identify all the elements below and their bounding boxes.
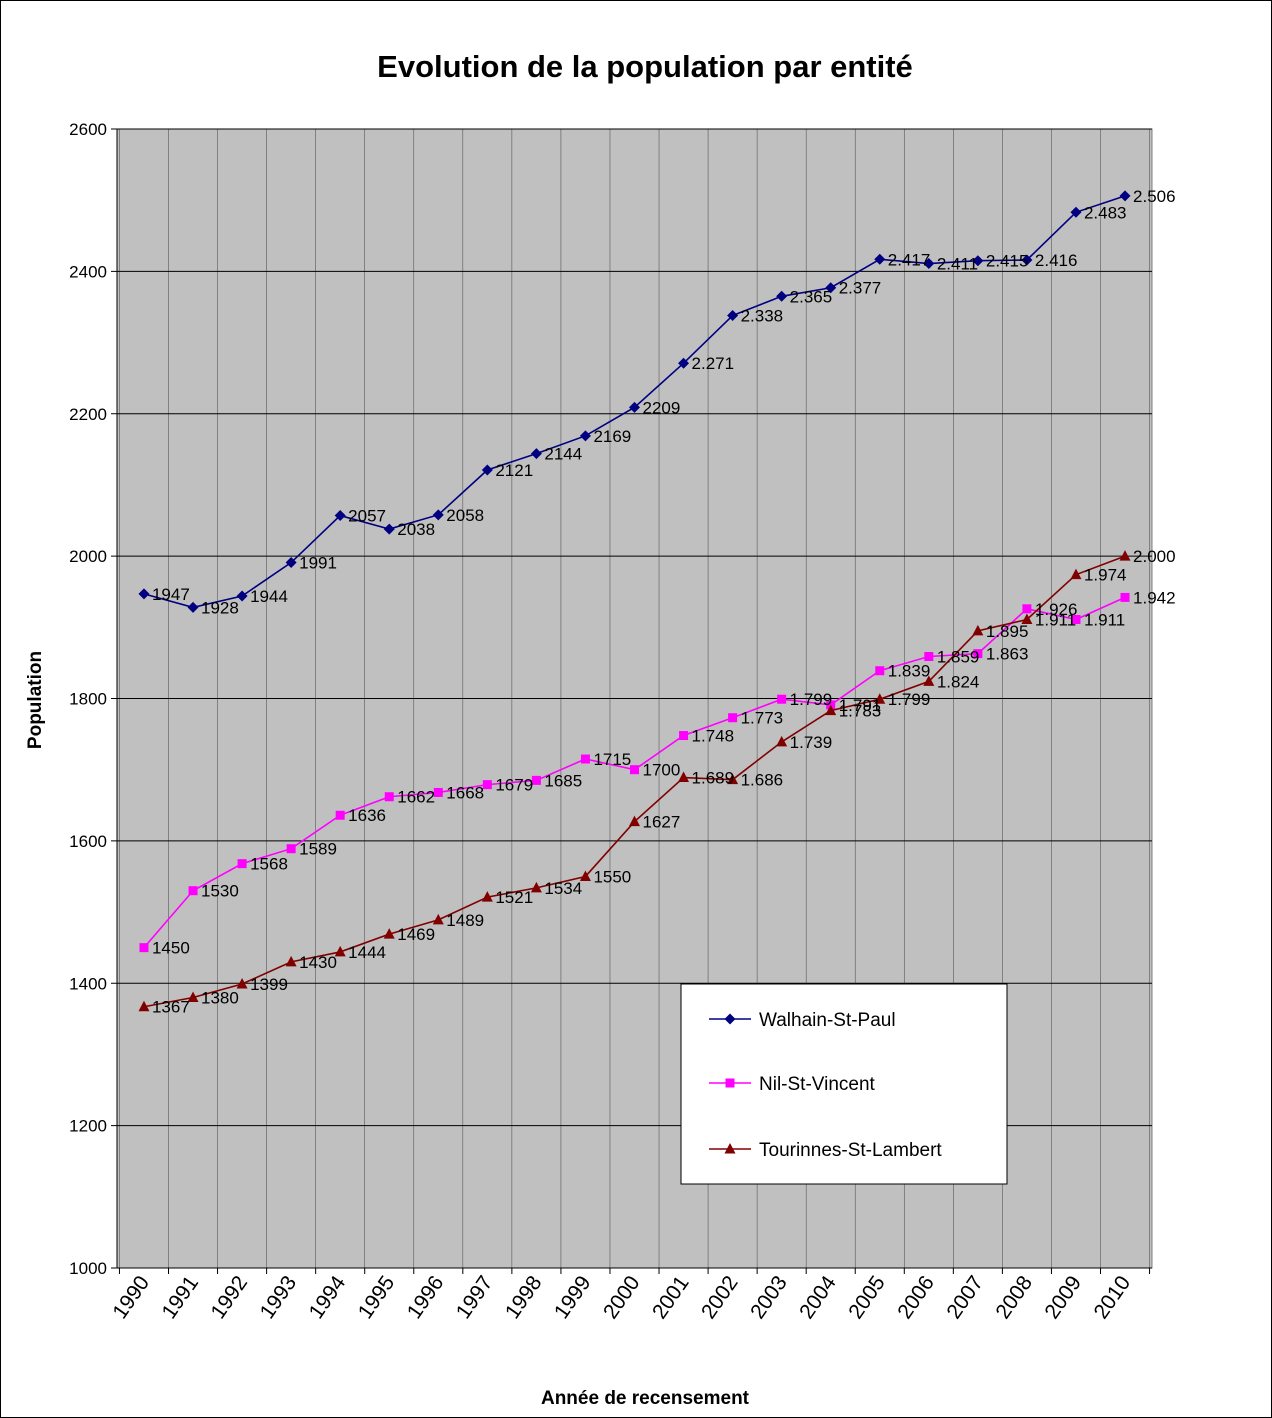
data-label-tourinnes-st-lambert: 1.911 [1035,610,1076,629]
data-label-nil-st-vincent: 1.942 [1133,588,1176,607]
data-label-nil-st-vincent: 1668 [446,783,484,802]
data-label-walhain-st-paul: 2.271 [692,354,735,373]
data-label-tourinnes-st-lambert: 1534 [544,879,582,898]
data-label-tourinnes-st-lambert: 1550 [593,867,631,886]
data-point-nil-st-vincent [679,731,688,740]
data-label-nil-st-vincent: 1.863 [986,645,1029,664]
data-label-nil-st-vincent: 1.839 [888,662,931,681]
data-label-tourinnes-st-lambert: 1380 [201,988,239,1007]
data-point-nil-st-vincent [1022,604,1031,613]
data-label-walhain-st-paul: 1947 [152,585,190,604]
data-label-tourinnes-st-lambert: 1521 [495,888,533,907]
data-label-nil-st-vincent: 1700 [643,761,681,780]
data-label-walhain-st-paul: 2.377 [839,279,882,298]
data-label-nil-st-vincent: 1662 [397,788,435,807]
data-label-tourinnes-st-lambert: 1469 [397,925,435,944]
data-label-tourinnes-st-lambert: 1399 [250,975,288,994]
data-point-nil-st-vincent [139,943,148,952]
data-label-nil-st-vincent: 1.748 [692,727,735,746]
data-label-nil-st-vincent: 1715 [593,750,631,769]
data-label-nil-st-vincent: 1685 [544,771,582,790]
data-label-walhain-st-paul: 2.506 [1133,187,1176,206]
data-point-nil-st-vincent [532,776,541,785]
data-label-walhain-st-paul: 2144 [544,445,582,464]
data-label-walhain-st-paul: 2121 [495,461,533,480]
data-label-nil-st-vincent: 1450 [152,939,190,958]
y-tick-label: 2400 [69,262,107,281]
data-point-nil-st-vincent [336,811,345,820]
legend: Walhain-St-Paul Nil-St-Vincent Tourinnes-S… [681,984,1007,1184]
data-label-walhain-st-paul: 2.417 [888,250,931,269]
data-label-walhain-st-paul: 2.338 [741,307,784,326]
data-label-nil-st-vincent: 1.911 [1084,610,1125,629]
data-label-nil-st-vincent: 1.773 [741,709,784,728]
data-point-nil-st-vincent [630,765,639,774]
y-tick-label: 1800 [69,690,107,709]
data-label-tourinnes-st-lambert: 1.783 [839,702,882,721]
data-label-nil-st-vincent: 1679 [495,776,533,795]
data-label-walhain-st-paul: 2.411 [937,255,978,274]
data-label-walhain-st-paul: 2.483 [1084,203,1127,222]
data-label-walhain-st-paul: 2169 [593,427,631,446]
data-label-tourinnes-st-lambert: 1.824 [937,672,980,691]
data-label-walhain-st-paul: 1991 [299,554,337,573]
y-tick-label: 1600 [69,832,107,851]
data-label-tourinnes-st-lambert: 1.799 [888,690,931,709]
y-tick-label: 1200 [69,1117,107,1136]
data-label-nil-st-vincent: 1636 [348,806,386,825]
data-point-nil-st-vincent [238,859,247,868]
data-label-tourinnes-st-lambert: 1.689 [692,769,735,788]
legend-marker-nil-st-vincent [726,1079,735,1088]
legend-label-tourinnes-st-lambert: Tourinnes-St-Lambert [759,1140,942,1161]
y-tick-label: 1400 [69,974,107,993]
legend-label-walhain-st-paul: Walhain-St-Paul [759,1010,896,1031]
data-label-walhain-st-paul: 2.416 [1035,251,1078,270]
data-point-nil-st-vincent [728,713,737,722]
data-point-nil-st-vincent [189,886,198,895]
data-label-nil-st-vincent: 1589 [299,840,337,859]
data-label-nil-st-vincent: 1568 [250,855,288,874]
y-axis-title: Population [25,651,46,749]
y-tick-label: 2200 [69,405,107,424]
data-point-nil-st-vincent [1121,593,1130,602]
data-label-tourinnes-st-lambert: 1.686 [741,771,784,790]
y-tick-label: 2600 [69,120,107,139]
data-point-nil-st-vincent [483,780,492,789]
data-point-nil-st-vincent [924,652,933,661]
data-label-tourinnes-st-lambert: 1627 [643,813,681,832]
data-label-walhain-st-paul: 2057 [348,507,386,526]
legend-label-nil-st-vincent: Nil-St-Vincent [759,1074,876,1095]
data-label-tourinnes-st-lambert: 1430 [299,953,337,972]
data-label-walhain-st-paul: 1928 [201,598,239,617]
data-label-tourinnes-st-lambert: 1444 [348,943,386,962]
data-label-walhain-st-paul: 2058 [446,506,484,525]
data-point-nil-st-vincent [581,755,590,764]
data-point-nil-st-vincent [875,666,884,675]
y-tick-label: 2000 [69,547,107,566]
data-label-walhain-st-paul: 2.415 [986,252,1029,271]
data-label-walhain-st-paul: 1944 [250,587,288,606]
data-label-tourinnes-st-lambert: 2.000 [1133,547,1176,566]
data-label-nil-st-vincent: 1.859 [937,647,980,666]
data-label-walhain-st-paul: 2038 [397,520,435,539]
data-label-tourinnes-st-lambert: 1.739 [790,733,833,752]
data-label-nil-st-vincent: 1.799 [790,690,833,709]
data-label-nil-st-vincent: 1530 [201,882,239,901]
data-point-nil-st-vincent [385,792,394,801]
y-tick-label: 1000 [69,1259,107,1278]
data-label-walhain-st-paul: 2209 [643,398,681,417]
data-label-tourinnes-st-lambert: 1489 [446,911,484,930]
data-point-nil-st-vincent [434,788,443,797]
data-label-tourinnes-st-lambert: 1.974 [1084,566,1127,585]
data-point-nil-st-vincent [777,695,786,704]
data-label-tourinnes-st-lambert: 1.895 [986,622,1029,641]
data-label-tourinnes-st-lambert: 1367 [152,998,190,1017]
chart-title: Evolution de la population par entité [377,49,913,84]
data-point-nil-st-vincent [287,844,296,853]
x-axis-title: Année de recensement [541,1388,750,1409]
data-label-walhain-st-paul: 2.365 [790,287,833,306]
